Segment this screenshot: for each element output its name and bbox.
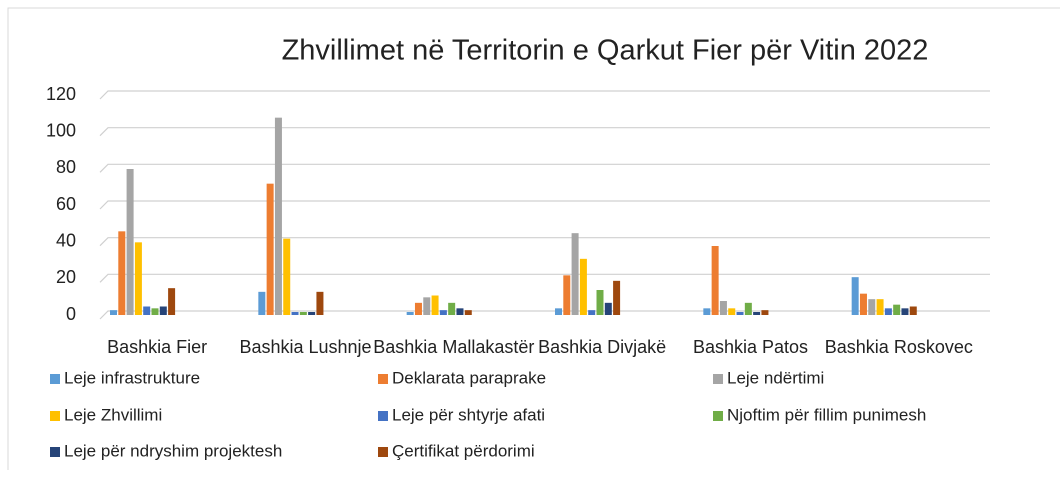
legend-label: Leje për shtyrje afati xyxy=(392,405,545,424)
bar xyxy=(711,246,719,315)
bar xyxy=(893,304,901,315)
bar xyxy=(464,310,472,315)
legend-swatch xyxy=(50,447,60,457)
bar xyxy=(744,302,752,315)
bar xyxy=(118,231,126,315)
bar xyxy=(571,233,579,315)
x-tick-label: Bashkia Roskovec xyxy=(825,337,973,357)
bar xyxy=(439,310,447,315)
bar xyxy=(753,312,761,315)
bar xyxy=(299,312,307,315)
bar xyxy=(283,238,291,315)
bar xyxy=(884,308,892,315)
grid-line xyxy=(99,273,990,283)
bar xyxy=(308,312,316,315)
bar xyxy=(901,308,909,315)
bar xyxy=(703,308,711,315)
bar xyxy=(588,310,596,315)
bar xyxy=(406,312,414,315)
x-tick-label: Bashkia Patos xyxy=(693,337,808,357)
legend-label: Deklarata paraprake xyxy=(392,368,546,387)
grid-line xyxy=(99,237,990,247)
bar xyxy=(316,291,324,315)
bar xyxy=(456,308,464,315)
grid-line xyxy=(99,163,990,173)
grid-line xyxy=(99,200,990,210)
bar xyxy=(159,306,167,315)
legend-label: Leje ndërtimi xyxy=(727,368,824,387)
bar xyxy=(868,299,876,315)
bar xyxy=(761,310,769,315)
bar xyxy=(110,310,117,315)
y-tick-label: 60 xyxy=(56,194,76,214)
legend-label: Njoftim për fillim punimesh xyxy=(727,405,926,424)
bar xyxy=(736,312,744,315)
bar xyxy=(151,308,159,315)
grid-line xyxy=(99,90,990,100)
bar xyxy=(719,301,727,315)
bar xyxy=(579,258,587,315)
x-tick-label: Bashkia Mallakastër xyxy=(373,337,534,357)
bar xyxy=(563,275,571,315)
legend-swatch xyxy=(713,411,723,421)
legend-swatch xyxy=(378,447,388,457)
bar xyxy=(143,306,151,315)
bar xyxy=(126,169,134,315)
bar xyxy=(274,117,282,316)
bar xyxy=(266,183,274,315)
bar xyxy=(291,312,299,315)
legend-label: Leje për ndryshim projektesh xyxy=(64,441,282,460)
bar xyxy=(876,299,884,315)
legend-label: Leje infrastrukture xyxy=(64,368,200,387)
bar xyxy=(134,242,142,315)
y-tick-label: 20 xyxy=(56,267,76,287)
x-tick-label: Bashkia Lushnje xyxy=(239,337,371,357)
bar xyxy=(728,308,736,315)
legend-swatch xyxy=(50,374,60,384)
y-tick-label: 40 xyxy=(56,230,76,250)
bar xyxy=(423,297,431,315)
bar xyxy=(555,308,562,315)
legend-label: Çertifikat përdorimi xyxy=(392,441,535,460)
y-tick-label: 120 xyxy=(46,84,76,104)
bar xyxy=(613,280,621,315)
bar xyxy=(431,295,439,315)
legend-label: Leje Zhvillimi xyxy=(64,405,162,424)
bar xyxy=(258,291,266,315)
bar xyxy=(596,290,604,315)
bar xyxy=(414,302,422,315)
y-tick-label: 100 xyxy=(46,120,76,140)
bar xyxy=(448,302,456,315)
y-tick-label: 0 xyxy=(66,304,76,324)
chart-frame xyxy=(7,7,1060,470)
grid-line xyxy=(99,127,990,137)
bar xyxy=(909,306,917,315)
x-tick-label: Bashkia Divjakë xyxy=(538,337,666,357)
legend-swatch xyxy=(378,374,388,384)
bar xyxy=(851,277,859,315)
grid-line xyxy=(99,310,990,320)
x-tick-label: Bashkia Fier xyxy=(107,337,207,357)
chart-title: Zhvillimet në Territorin e Qarkut Fier p… xyxy=(282,35,929,67)
bar xyxy=(604,302,612,315)
bar xyxy=(859,293,867,315)
legend-swatch xyxy=(713,374,723,384)
y-tick-label: 80 xyxy=(56,157,76,177)
bar xyxy=(168,288,176,315)
legend-swatch xyxy=(378,411,388,421)
legend-swatch xyxy=(50,411,60,421)
